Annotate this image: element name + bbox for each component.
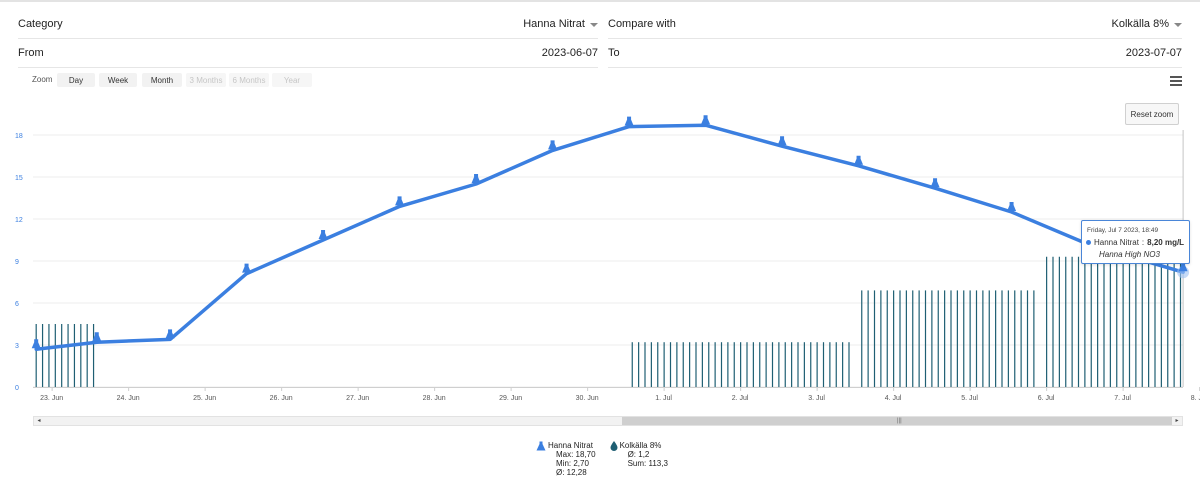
y-tick-label: 12 (15, 217, 23, 224)
flask-marker-icon (31, 339, 41, 349)
category-row[interactable]: Category Hanna Nitrat (18, 10, 598, 39)
legend-stat: Ø: 12,28 (556, 468, 587, 477)
x-tick-label: 28. Jun (423, 395, 446, 402)
chevron-down-icon (1174, 22, 1182, 27)
zoom-6months-button[interactable]: 6 Months (229, 73, 269, 87)
from-row[interactable]: From 2023-06-07 (18, 39, 598, 68)
chart-legend: Hanna Nitrat Max: 18,70 Min: 2,70 Ø: 12,… (536, 441, 668, 477)
x-tick-label: 26. Jun (270, 395, 293, 402)
category-select[interactable]: Hanna Nitrat (523, 18, 598, 30)
flask-marker-icon (777, 136, 787, 146)
flask-marker-icon (930, 178, 940, 188)
compare-label: Compare with (608, 18, 676, 30)
scrollbar-thumb[interactable]: ||| (622, 417, 1172, 425)
series-dot-icon (1086, 240, 1091, 245)
hamburger-menu-icon[interactable] (1170, 76, 1182, 86)
category-label: Category (18, 18, 63, 30)
tooltip-value: 8,20 mg/L (1147, 238, 1185, 247)
from-date-field[interactable]: 2023-06-07 (541, 47, 598, 59)
y-tick-label: 0 (15, 385, 19, 392)
top-divider (0, 0, 1200, 2)
y-tick-label: 18 (15, 133, 23, 140)
x-tick-label: 6. Jul (1038, 395, 1055, 402)
chart-tooltip: Friday, Jul 7 2023, 18:49 Hanna Nitrat: … (1081, 220, 1190, 264)
x-tick-label: 3. Jul (808, 395, 825, 402)
compare-row[interactable]: Compare with Kolkälla 8% (608, 10, 1182, 39)
navigator-scrollbar[interactable]: ◂ ||| ▸ (33, 416, 1183, 426)
flask-marker-icon (548, 140, 558, 150)
category-value: Hanna Nitrat (523, 18, 585, 30)
flask-marker-icon (1178, 262, 1188, 272)
compare-value: Kolkälla 8% (1111, 18, 1169, 30)
zoom-day-button[interactable]: Day (57, 73, 95, 87)
from-label: From (18, 47, 44, 59)
x-tick-label: 27. Jun (346, 395, 369, 402)
x-tick-label: 25. Jun (193, 395, 216, 402)
legend-name: Hanna Nitrat (548, 441, 593, 450)
y-tick-label: 9 (15, 259, 19, 266)
legend-stat: Max: 18,70 (556, 450, 596, 459)
to-row[interactable]: To 2023-07-07 (608, 39, 1182, 68)
to-label: To (608, 47, 620, 59)
scroll-left-icon[interactable]: ◂ (37, 418, 41, 424)
x-tick-label: 7. Jul (1114, 395, 1131, 402)
flask-marker-icon (624, 116, 634, 126)
flask-marker-icon (854, 155, 864, 165)
x-tick-label: 5. Jul (961, 395, 978, 402)
x-tick-label: 23. Jun (40, 395, 63, 402)
zoom-label: Zoom (32, 75, 53, 84)
compare-select[interactable]: Kolkälla 8% (1112, 18, 1182, 30)
scroll-right-icon[interactable]: ▸ (1175, 418, 1179, 424)
tooltip-date: Friday, Jul 7 2023, 18:49 (1087, 227, 1159, 234)
reset-zoom-button[interactable]: Reset zoom (1125, 103, 1179, 125)
x-tick-label: 1. Jul (655, 395, 672, 402)
legend-stat: Ø: 1,2 (627, 450, 650, 459)
legend-stat: Sum: 113,3 (627, 459, 668, 468)
flask-marker-icon (701, 115, 711, 125)
flask-marker-icon (92, 332, 102, 342)
y-tick-label: 3 (15, 343, 19, 350)
zoom-year-button[interactable]: Year (272, 73, 312, 87)
flask-marker-icon (471, 174, 481, 183)
flask-marker-icon (1007, 202, 1017, 211)
chevron-down-icon (590, 22, 598, 27)
x-tick-label: 4. Jul (885, 395, 902, 402)
zoom-month-button[interactable]: Month (142, 73, 182, 87)
x-tick-label: 29. Jun (499, 395, 522, 402)
y-tick-label: 15 (15, 175, 23, 182)
flask-marker-icon (242, 263, 252, 273)
flask-marker-icon (318, 230, 328, 239)
zoom-3months-button[interactable]: 3 Months (186, 73, 226, 87)
grip-icon: ||| (897, 418, 902, 424)
flask-marker-icon (395, 196, 405, 206)
x-tick-label: 30. Jun (576, 395, 599, 402)
tooltip-value-line: Hanna Nitrat: 8,20 mg/L (1086, 238, 1184, 247)
x-tick-label: 2. Jul (732, 395, 749, 402)
x-tick-label: 24. Jun (117, 395, 140, 402)
legend-item-kolkalla[interactable]: Kolkälla 8% Ø: 1,2 Sum: 113,3 (610, 441, 668, 477)
tooltip-subtitle: Hanna High NO3 (1099, 250, 1160, 259)
flask-icon (536, 441, 546, 451)
hanna-nitrat-line (34, 123, 1185, 351)
zoom-week-button[interactable]: Week (99, 73, 137, 87)
to-date-field[interactable]: 2023-07-07 (1125, 47, 1182, 59)
x-tick-label: 8. Jul (1191, 395, 1200, 402)
nitrate-chart[interactable]: 0 3 6 9 12 15 18 23. Jun 24. Jun 25. Jun 26. Jun 27… (0, 90, 1200, 410)
legend-name: Kolkälla 8% (619, 441, 662, 450)
tooltip-series: Hanna Nitrat (1094, 238, 1139, 247)
y-tick-label: 6 (15, 301, 19, 308)
legend-stat: Min: 2,70 (556, 459, 589, 468)
legend-item-hanna-nitrat[interactable]: Hanna Nitrat Max: 18,70 Min: 2,70 Ø: 12,… (536, 441, 596, 477)
flask-marker-icon (165, 329, 175, 339)
drop-icon (610, 441, 618, 451)
